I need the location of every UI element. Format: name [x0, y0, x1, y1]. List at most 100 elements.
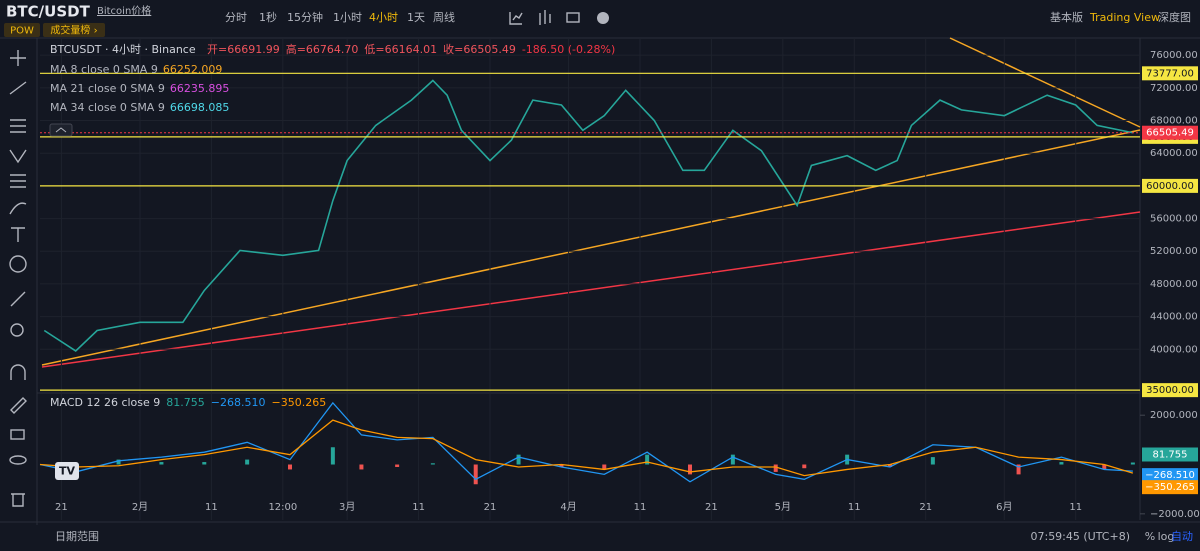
magnet-tool[interactable] — [10, 364, 26, 380]
collapse-button[interactable] — [49, 123, 73, 137]
histogram-bar — [473, 464, 478, 485]
fib-tool[interactable] — [10, 119, 26, 133]
emoji-tool[interactable] — [9, 255, 27, 273]
level-badge — [1142, 66, 1198, 81]
view-tab[interactable]: 基本版 — [1050, 10, 1083, 24]
view-tab[interactable]: 深度图 — [1158, 10, 1191, 24]
interval-tab[interactable]: 周线 — [433, 10, 455, 24]
study-value: 66235.895 — [170, 82, 230, 95]
y-tick-label: 68000.00 — [1150, 116, 1198, 127]
view-tab[interactable]: Trading View — [1089, 11, 1160, 24]
histogram-bar — [773, 464, 778, 472]
value-badge — [1142, 480, 1198, 495]
histogram-bar — [159, 462, 164, 465]
histogram-bar — [202, 462, 207, 465]
scale-option[interactable]: log — [1158, 530, 1175, 543]
macd-title: MACD 12 26 close 9 — [50, 396, 160, 409]
x-tick-label: 12:00 — [268, 502, 297, 513]
pattern-tool[interactable] — [9, 149, 27, 164]
histogram-bar — [930, 457, 935, 465]
y-tick-label: 76000.00 — [1150, 50, 1198, 61]
histogram-bar — [430, 463, 435, 465]
y-tick-label: 56000.00 — [1150, 214, 1198, 225]
y-tick-label: 52000.00 — [1150, 246, 1198, 257]
trend-line — [41, 211, 1141, 368]
study-value: 66252.009 — [163, 63, 223, 76]
x-tick-label: 21 — [484, 502, 497, 513]
symbol-line: BTCUSDT · 4小时 · Binance — [50, 43, 196, 56]
histogram-bar — [730, 454, 735, 465]
tag: POW — [10, 26, 34, 37]
interval-tab[interactable]: 分时 — [225, 11, 247, 24]
y-tick-label: 2000.000 — [1150, 410, 1198, 421]
camera-icon[interactable] — [566, 12, 580, 23]
level-badge — [1142, 178, 1198, 193]
histogram-bar — [888, 464, 892, 467]
x-tick-label: 11 — [205, 502, 218, 513]
clock: 07:59:45 (UTC+8) — [1030, 530, 1130, 543]
rank[interactable]: 成交量榜 › — [50, 24, 97, 37]
text-tool[interactable] — [11, 227, 25, 242]
x-tick-label: 11 — [634, 502, 647, 513]
study-name: MA 21 close 0 SMA 9 — [50, 82, 165, 95]
scale-option[interactable]: 自动 — [1171, 530, 1193, 543]
x-tick-label: 11 — [1069, 502, 1082, 513]
histogram-bar — [395, 464, 400, 467]
histogram-bar — [559, 464, 564, 467]
rank-badge — [43, 23, 105, 37]
interval-tab[interactable]: 4小时 — [369, 11, 398, 24]
level-label: 60000.00 — [1146, 181, 1194, 192]
y-tick-label: 48000.00 — [1150, 279, 1198, 290]
interval-tab[interactable]: 1秒 — [259, 10, 277, 24]
indicator-icon[interactable] — [509, 12, 523, 25]
interval-tab[interactable]: 1天 — [407, 11, 425, 24]
tv-logo-mark: TV — [59, 465, 76, 478]
study-name: MA 34 close 0 SMA 9 — [50, 101, 165, 114]
x-tick-label: 21 — [919, 502, 932, 513]
interval-tab[interactable]: 1小时 — [333, 11, 362, 24]
lock-tool[interactable] — [10, 429, 25, 440]
hide-tool[interactable] — [9, 455, 27, 465]
line-tool[interactable] — [9, 81, 27, 95]
x-tick-label: 21 — [55, 502, 68, 513]
ruler-tool[interactable] — [10, 291, 26, 307]
add-icon[interactable] — [597, 12, 609, 24]
crosshair-tool[interactable] — [10, 50, 26, 66]
ohlc-value: 开=66691.99 — [207, 43, 280, 56]
study-value: 66698.085 — [170, 101, 230, 114]
y-tick-label: 44000.00 — [1150, 312, 1198, 323]
collapse-icon — [55, 127, 67, 133]
lock-drawing-tool[interactable] — [10, 397, 27, 414]
candle-icon[interactable] — [539, 10, 551, 25]
ohlc-value: -186.50 (-0.28%) — [522, 43, 615, 56]
macd-line — [39, 419, 1134, 477]
date-range[interactable]: 日期范围 — [55, 529, 99, 543]
value-badge — [1142, 468, 1198, 483]
study-name: MA 8 close 0 SMA 9 — [50, 63, 158, 76]
y-tick-label: 64000.00 — [1150, 148, 1198, 159]
legend-entry: −350.265 — [272, 396, 327, 409]
x-tick-label: 5月 — [775, 501, 791, 513]
delete-tool[interactable] — [11, 493, 25, 507]
brush-tool[interactable] — [9, 202, 27, 215]
value-badge — [1142, 447, 1198, 462]
scale-option[interactable]: % — [1145, 530, 1155, 543]
histogram-bar — [1130, 462, 1135, 465]
pair-link[interactable]: Bitcoin价格 — [97, 4, 151, 17]
histogram-bar — [330, 447, 335, 465]
zoom-tool[interactable] — [10, 323, 24, 337]
x-tick-label: 11 — [848, 502, 861, 513]
level-label: 73777.00 — [1146, 68, 1194, 79]
histogram-bar — [288, 464, 292, 470]
interval-tab[interactable]: 15分钟 — [287, 10, 323, 24]
value-badge-label: 81.755 — [1153, 449, 1188, 460]
ohlc-value: 低=66164.01 — [364, 43, 437, 56]
drawing-toolbar — [9, 50, 27, 507]
x-tick-label: 21 — [705, 502, 718, 513]
level-badge — [1142, 383, 1198, 398]
x-tick-label: 11 — [412, 502, 425, 513]
price-line — [43, 79, 1134, 352]
forecast-tool[interactable] — [10, 174, 26, 188]
histogram-bar — [359, 464, 364, 470]
x-tick-label: 2月 — [132, 501, 148, 513]
